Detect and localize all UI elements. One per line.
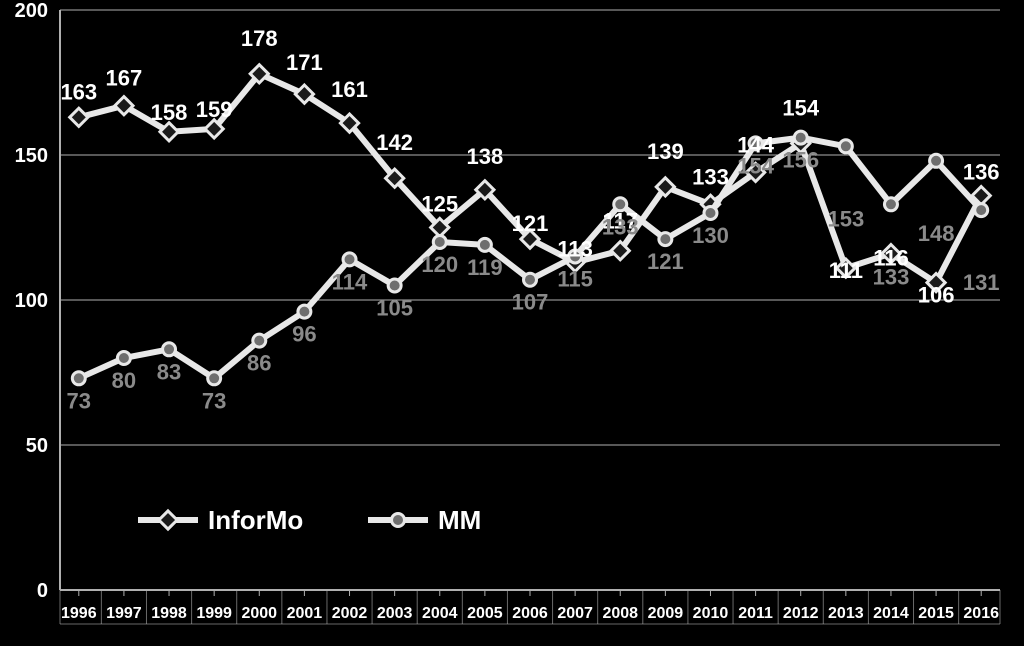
marker-circle <box>163 343 176 356</box>
marker-circle <box>884 198 897 211</box>
value-label-informo: 139 <box>647 139 684 164</box>
legend-label: MM <box>438 505 481 535</box>
x-tick-label: 2013 <box>828 605 864 622</box>
value-label-informo: 113 <box>557 236 593 261</box>
marker-circle <box>478 238 491 251</box>
value-label-mm: 107 <box>512 290 549 315</box>
value-label-mm: 156 <box>782 148 819 173</box>
x-tick-label: 2006 <box>512 605 548 622</box>
value-label-informo: 158 <box>151 100 188 125</box>
value-label-informo: 106 <box>918 283 955 308</box>
value-label-informo: 154 <box>782 95 819 120</box>
marker-circle <box>433 236 446 249</box>
legend: InforMo MM <box>130 500 540 544</box>
value-label-informo: 171 <box>286 50 323 75</box>
value-label-mm: 73 <box>67 388 91 413</box>
value-label-mm: 105 <box>376 296 413 321</box>
line-chart: 0 50 100 150 200 1996 1997 1998 1999 2000 2001 2002… <box>0 0 1024 646</box>
x-tick-label: 2012 <box>783 605 819 622</box>
value-label-mm: 154 <box>737 153 774 178</box>
x-tick-label: 2005 <box>467 605 503 622</box>
value-label-informo: 159 <box>196 97 233 122</box>
value-label-mm: 131 <box>963 270 1000 295</box>
value-label-informo: 167 <box>106 66 143 91</box>
value-label-informo: 111 <box>829 258 863 283</box>
value-label-mm: 73 <box>202 388 226 413</box>
y-tick-label: 150 <box>15 145 48 167</box>
value-label-informo: 138 <box>467 144 504 169</box>
y-tick-label: 0 <box>37 580 48 602</box>
value-label-mm: 83 <box>157 359 181 384</box>
x-tick-label: 2015 <box>918 605 954 622</box>
marker-circle <box>343 253 356 266</box>
x-tick-label: 2000 <box>241 605 277 622</box>
legend-marker-circle <box>392 514 405 527</box>
value-label-informo: 133 <box>692 164 729 189</box>
x-tick-label: 2011 <box>738 605 773 622</box>
x-tick-label: 1998 <box>151 605 187 622</box>
value-label-mm: 148 <box>918 221 955 246</box>
value-label-mm: 130 <box>692 223 729 248</box>
marker-circle <box>975 204 988 217</box>
value-label-informo: 136 <box>963 160 1000 185</box>
x-tick-label: 1997 <box>106 605 142 622</box>
y-tick-label: 100 <box>15 290 48 312</box>
value-label-mm: 133 <box>873 264 910 289</box>
x-tick-label: 2002 <box>332 605 368 622</box>
marker-circle <box>117 352 130 365</box>
marker-circle <box>298 305 311 318</box>
marker-circle <box>208 372 221 385</box>
value-label-mm: 115 <box>557 267 593 292</box>
chart-container: 0 50 100 150 200 1996 1997 1998 1999 2000 2001 2002… <box>0 0 1024 646</box>
value-label-informo: 163 <box>60 79 97 104</box>
value-label-mm: 153 <box>827 206 864 231</box>
value-label-mm: 121 <box>647 249 684 274</box>
legend-label: InforMo <box>208 505 303 535</box>
marker-circle <box>659 233 672 246</box>
x-tick-label: 2014 <box>873 605 909 622</box>
value-label-informo: 161 <box>331 77 368 102</box>
value-label-informo: 142 <box>376 130 413 155</box>
x-tick-label: 2003 <box>377 605 413 622</box>
marker-circle <box>253 334 266 347</box>
marker-circle <box>388 279 401 292</box>
marker-circle <box>930 154 943 167</box>
marker-circle <box>839 140 852 153</box>
value-label-mm: 114 <box>332 269 368 294</box>
x-tick-label: 1996 <box>61 605 97 622</box>
x-tick-label: 2001 <box>287 605 323 622</box>
value-label-mm: 96 <box>292 322 316 347</box>
marker-circle <box>794 131 807 144</box>
value-label-mm: 133 <box>602 214 639 239</box>
x-tick-label: 2009 <box>648 605 684 622</box>
value-label-informo: 125 <box>421 192 458 217</box>
x-tick-label: 2008 <box>602 605 638 622</box>
value-label-informo: 121 <box>512 211 549 236</box>
value-label-mm: 86 <box>247 351 271 376</box>
marker-circle <box>72 372 85 385</box>
value-label-informo: 178 <box>241 26 278 51</box>
value-label-mm: 120 <box>421 252 458 277</box>
x-tick-label: 2010 <box>693 605 729 622</box>
x-tick-label: 2016 <box>963 605 999 622</box>
value-label-mm: 119 <box>467 255 503 280</box>
y-tick-label: 50 <box>26 435 48 457</box>
x-tick-label: 2007 <box>557 605 593 622</box>
value-label-mm: 80 <box>112 368 136 393</box>
marker-circle <box>704 207 717 220</box>
y-tick-label: 200 <box>15 0 48 22</box>
marker-circle <box>524 273 537 286</box>
x-tick-label: 1999 <box>196 605 232 622</box>
x-tick-label: 2004 <box>422 605 458 622</box>
